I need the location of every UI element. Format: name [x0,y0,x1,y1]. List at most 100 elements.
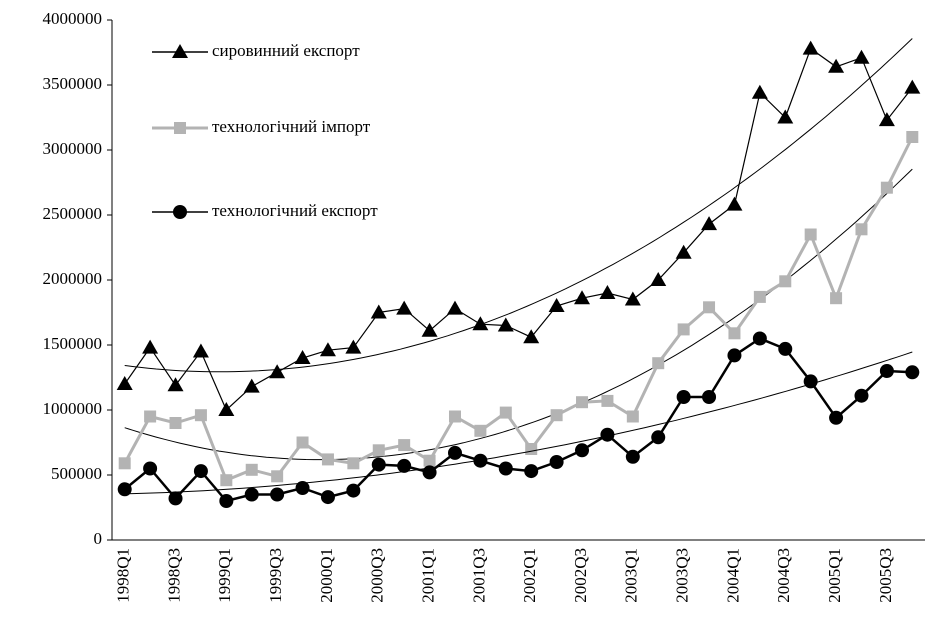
circle-marker [346,483,361,498]
circle-marker [397,458,412,473]
triangle-marker [802,40,819,55]
circle-marker [829,410,844,425]
y-tick-label: 2500000 [43,204,103,223]
circle-marker [168,491,183,506]
triangle-marker [523,329,540,344]
circle-marker [524,464,539,479]
y-tick-label: 4000000 [43,9,103,28]
triangle-marker [701,216,718,231]
triangle-marker [853,49,870,64]
y-tick-label: 3500000 [43,74,103,93]
legend-label: сировинний експорт [212,41,360,60]
triangle-marker [650,272,667,286]
y-tick-label: 1500000 [43,334,103,353]
triangle-marker [269,364,286,379]
trend-line [124,38,913,373]
triangle-marker [345,339,362,354]
x-tick-label: 2002Q1 [520,548,539,603]
triangle-marker [319,342,336,357]
x-tick-label: 1998Q1 [114,548,133,603]
x-tick-label: 2005Q1 [825,548,844,603]
square-marker [601,394,614,407]
circle-marker [371,457,386,472]
circle-marker [549,455,564,469]
x-tick-label: 2003Q1 [622,548,641,603]
triangle-marker [116,376,133,390]
circle-marker [575,443,590,458]
circle-marker [244,487,259,502]
circle-marker [320,490,335,505]
triangle-marker [396,300,413,315]
y-tick-label: 500000 [51,464,102,483]
triangle-marker [192,343,209,358]
trend-line [124,351,913,495]
triangle-marker [497,317,514,332]
series-line [123,136,914,483]
circle-marker [702,390,717,404]
x-tick-label: 2005Q3 [876,548,895,603]
triangle-marker [726,196,743,211]
triangle-marker [751,84,768,99]
square-marker [321,453,334,466]
square-marker [728,327,741,340]
square-marker [296,436,309,449]
square-marker [804,228,817,241]
circle-marker [778,341,793,356]
circle-marker [803,374,818,389]
square-marker [144,410,157,423]
square-marker [169,417,182,429]
circle-marker [854,388,869,403]
triangle-marker [599,285,616,299]
circle-marker [498,461,513,476]
triangle-marker [777,109,794,124]
x-tick-label: 2000Q1 [317,548,336,603]
circle-marker [651,430,666,445]
square-marker [271,470,284,483]
circle-marker [727,348,742,363]
circle-marker [473,453,488,468]
square-marker [398,439,411,452]
square-marker [753,290,766,303]
square-marker [550,409,563,422]
circle-marker [117,482,132,497]
triangle-marker [243,378,260,393]
x-tick-label: 2000Q3 [368,548,387,603]
triangle-marker [370,304,387,319]
circle-marker [676,390,691,404]
triangle-marker [167,377,184,392]
triangle-marker [828,58,845,73]
x-tick-label: 1999Q3 [266,548,285,603]
x-tick-label: 1998Q3 [164,548,183,603]
triangle-marker [472,316,489,331]
square-marker [677,323,690,336]
circle-marker [600,427,615,442]
series-line [124,47,913,412]
x-tick-label: 2001Q3 [469,548,488,603]
triangle-marker [421,322,438,337]
square-marker [194,409,207,422]
triangle-marker [548,298,565,312]
circle-marker [193,464,208,479]
triangle-marker [574,290,591,305]
triangle-marker [624,291,641,306]
triangle-marker [294,350,311,364]
square-marker [525,443,538,455]
x-tick-label: 1999Q1 [215,548,234,603]
square-marker [372,444,385,457]
y-tick-label: 1000000 [43,399,103,418]
circle-marker [295,481,310,495]
legend-label: технологічний імпорт [212,117,371,136]
x-tick-label: 2003Q3 [673,548,692,603]
circle-marker [173,205,187,219]
circle-marker [219,494,234,508]
triangle-marker [904,79,921,94]
y-tick-label: 2000000 [43,269,103,288]
circle-marker [879,364,894,378]
square-marker [906,131,919,143]
triangle-marker [446,300,463,315]
square-marker [448,410,461,423]
square-marker [174,122,186,134]
square-marker [576,396,589,409]
x-tick-label: 2001Q1 [418,548,437,603]
y-tick-label: 3000000 [43,139,103,158]
